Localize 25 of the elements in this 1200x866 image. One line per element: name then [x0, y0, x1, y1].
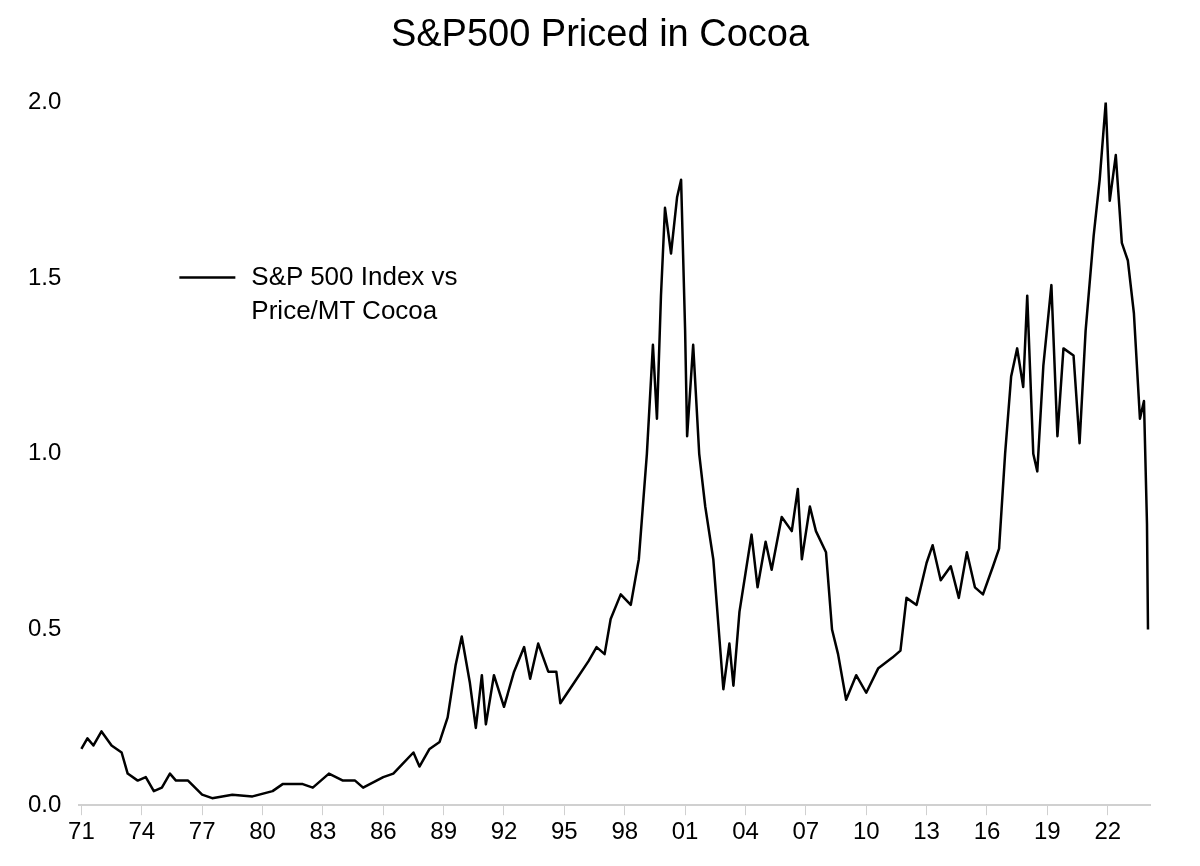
x-tick-label: 01: [671, 817, 699, 845]
x-tick-label: 77: [188, 817, 216, 845]
x-tick-label: 71: [68, 817, 95, 845]
x-tick-label: 80: [249, 817, 276, 845]
x-tick-label: 74: [128, 817, 156, 845]
x-tick-label: 19: [1034, 817, 1061, 845]
legend-label: S&P 500 Index vs Price/MT Cocoa: [251, 260, 458, 325]
y-tick-label: 2.0: [27, 87, 62, 115]
x-tick-label: 16: [973, 817, 1001, 845]
x-tick-label: 95: [551, 817, 578, 845]
x-tick-label: 10: [852, 817, 880, 845]
x-tick-label: 98: [611, 817, 639, 845]
y-tick-label: 1.5: [27, 262, 62, 290]
x-tick-label: 22: [1094, 817, 1122, 845]
x-tick-label: 13: [913, 817, 940, 845]
x-tick-label: 04: [732, 817, 759, 845]
x-tick-label: 07: [792, 817, 820, 845]
chart-title: S&P500 Priced in Cocoa: [389, 12, 811, 55]
y-tick-label: 0.0: [27, 789, 62, 817]
y-tick-label: 0.5: [27, 614, 62, 642]
x-tick-label: 92: [490, 817, 518, 845]
x-tick-label: 83: [309, 817, 337, 845]
x-tick-label: 86: [369, 817, 397, 845]
x-tick-label: 89: [430, 817, 457, 845]
y-tick-label: 1.0: [27, 438, 62, 466]
